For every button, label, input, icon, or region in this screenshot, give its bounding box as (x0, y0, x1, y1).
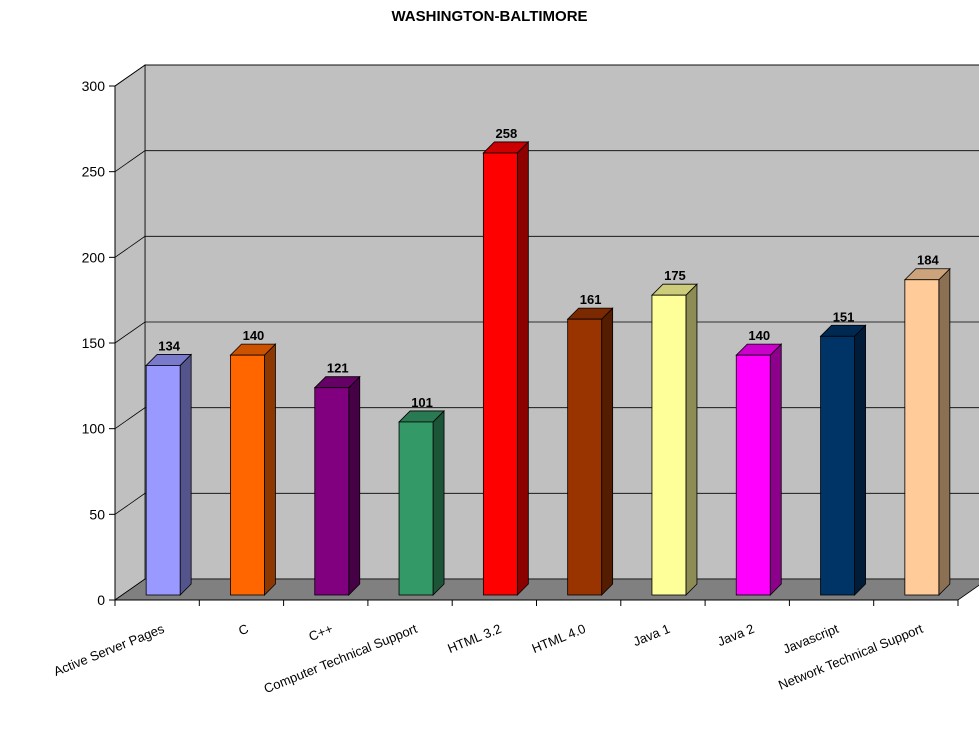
bar (651, 294, 687, 596)
category-label: C++ (306, 621, 334, 644)
data-label: 121 (327, 361, 349, 376)
data-label: 184 (917, 253, 939, 268)
data-label: 101 (411, 395, 433, 410)
category-label: Computer Technical Support (262, 621, 420, 696)
data-label: 140 (243, 328, 265, 343)
gridline (114, 321, 979, 344)
category-label: Java 2 (715, 621, 756, 649)
category-label: Active Server Pages (51, 621, 166, 679)
bar-side (854, 324, 866, 596)
category-label: Network Technical Support (776, 621, 925, 693)
y-tick-label: 0 (97, 592, 105, 608)
bar-side (179, 353, 192, 596)
data-label: 258 (495, 126, 517, 141)
category-label: HTML 4.0 (530, 621, 588, 656)
bar (482, 152, 518, 596)
bar-side (769, 343, 782, 596)
bar (230, 354, 265, 596)
data-label: 161 (580, 292, 602, 307)
data-label: 134 (158, 338, 180, 353)
bar (398, 421, 434, 596)
bar (314, 387, 350, 596)
y-tick-label: 50 (89, 506, 105, 522)
bar-side (685, 283, 698, 596)
bar-side (432, 409, 445, 596)
chart-title: WASHINGTON-BALTIMORE (391, 8, 588, 25)
bar (735, 354, 771, 596)
bar (820, 335, 855, 596)
y-tick-label: 100 (82, 421, 106, 437)
gridline (114, 64, 979, 87)
gridline (114, 492, 979, 515)
y-tick-label: 150 (82, 335, 106, 351)
bar (145, 365, 181, 596)
bar-side (348, 375, 361, 596)
y-tick-label: 200 (82, 249, 106, 265)
bar (567, 318, 603, 596)
bar-side (938, 267, 951, 596)
y-tick-label: 250 (82, 164, 106, 180)
axes: 0 50 100 150 200 250 300 (82, 78, 959, 608)
bar-side (601, 307, 614, 596)
bars (145, 140, 951, 596)
bar (904, 279, 940, 596)
gridline (114, 235, 979, 258)
bar-side (516, 140, 529, 596)
category-label: Javascript (781, 621, 841, 657)
category-label: C (236, 621, 250, 638)
data-label: 175 (664, 268, 686, 283)
data-label: 151 (833, 309, 855, 324)
category-label: Java 1 (631, 621, 672, 649)
bar-side (264, 343, 276, 596)
gridlines (114, 64, 979, 515)
category-label: HTML 3.2 (445, 621, 503, 656)
y-tick-label: 300 (82, 78, 106, 94)
data-label: 140 (748, 328, 770, 343)
gridline (114, 150, 979, 172)
gridline (114, 407, 979, 429)
